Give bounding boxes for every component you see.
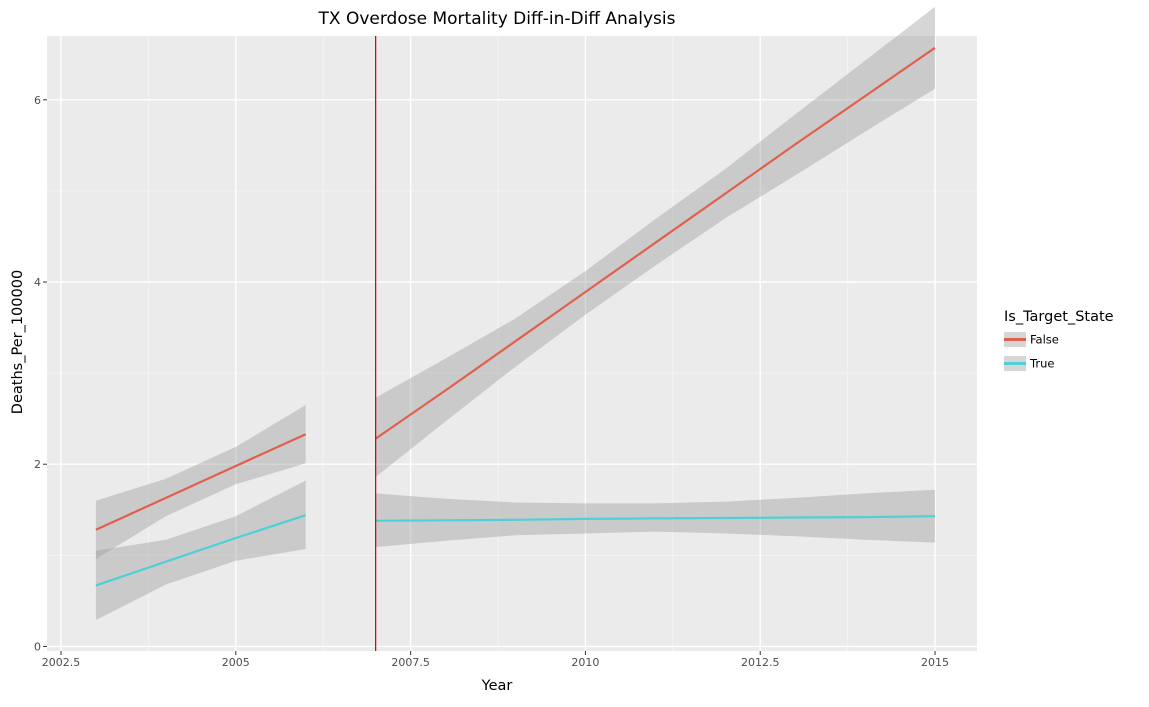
y-tick-label: 4	[34, 276, 41, 289]
y-tick-labels: 0 2 4 6	[34, 94, 41, 654]
legend-title: Is_Target_State	[1004, 309, 1114, 325]
grid-major	[47, 36, 977, 651]
x-tick-label: 2005	[222, 656, 250, 669]
legend-label-true: True	[1029, 357, 1054, 371]
chart-title: TX Overdose Mortality Diff-in-Diff Analy…	[318, 9, 676, 29]
series-lines	[95, 46, 936, 587]
y-axis-title: Deaths_Per_100000	[10, 270, 26, 414]
x-tick-label: 2002.5	[42, 656, 81, 669]
grid-minor	[47, 36, 977, 651]
line-true-2	[375, 515, 936, 522]
legend: Is_Target_State False True	[1004, 309, 1114, 371]
x-tick-label: 2007.5	[391, 656, 430, 669]
x-tick-label: 2012.5	[741, 656, 780, 669]
y-tick-label: 2	[34, 458, 41, 471]
x-tick-labels: 2002.5 2005 2007.5 2010 2012.5 2015	[42, 656, 949, 669]
axis-ticks	[43, 99, 936, 655]
line-false-1	[95, 433, 307, 531]
legend-items: False True	[1004, 332, 1059, 371]
x-tick-label: 2015	[921, 656, 949, 669]
y-tick-label: 6	[34, 94, 41, 107]
line-false-2	[374, 46, 936, 440]
x-tick-label: 2010	[571, 656, 599, 669]
y-tick-label: 0	[34, 640, 41, 653]
legend-label-false: False	[1030, 333, 1059, 347]
line-true-1	[95, 514, 307, 587]
x-axis-title: Year	[481, 678, 513, 694]
